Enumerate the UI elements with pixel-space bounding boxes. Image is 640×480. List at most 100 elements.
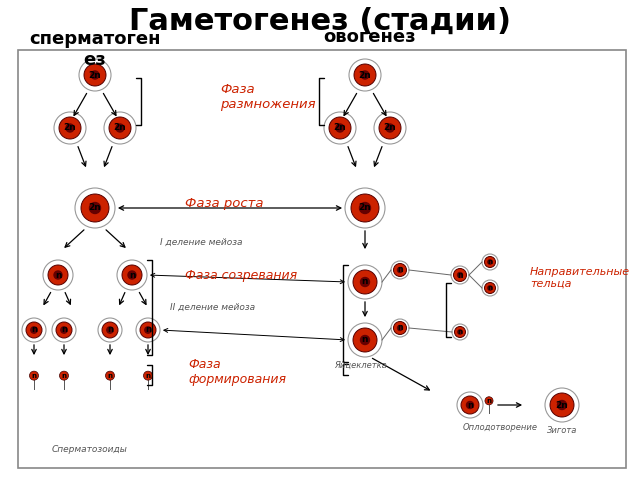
Circle shape (59, 117, 81, 139)
Text: Оплодотворение: Оплодотворение (463, 423, 538, 432)
Circle shape (484, 256, 495, 267)
Circle shape (361, 71, 369, 79)
Circle shape (397, 325, 403, 331)
Text: n: n (61, 325, 67, 335)
Text: n: n (362, 277, 368, 287)
Text: n: n (362, 336, 368, 345)
Circle shape (394, 322, 406, 335)
Circle shape (75, 188, 115, 228)
Circle shape (550, 393, 574, 417)
Text: n: n (31, 325, 37, 335)
Circle shape (482, 280, 498, 296)
Text: n: n (458, 329, 463, 335)
Circle shape (116, 124, 124, 132)
Text: 2n: 2n (358, 71, 371, 80)
Text: Фаза
формирования: Фаза формирования (188, 358, 286, 386)
Circle shape (84, 64, 106, 86)
Circle shape (461, 396, 479, 414)
Text: Гаметогенез (стадии): Гаметогенез (стадии) (129, 7, 511, 36)
Text: Фаза созревания: Фаза созревания (185, 268, 297, 281)
Circle shape (484, 283, 495, 293)
Circle shape (140, 322, 156, 338)
Circle shape (31, 327, 37, 333)
Text: n: n (488, 259, 493, 265)
Circle shape (79, 59, 111, 91)
Text: n: n (486, 398, 492, 404)
Text: n: n (397, 265, 403, 275)
Circle shape (145, 327, 151, 333)
Circle shape (136, 318, 160, 342)
Circle shape (485, 397, 493, 405)
Text: 2n: 2n (383, 123, 396, 132)
Circle shape (91, 71, 99, 79)
Text: овогенез: овогенез (324, 28, 416, 46)
Circle shape (104, 112, 136, 144)
Text: Фаза
размножения: Фаза размножения (220, 83, 316, 111)
Text: 2n: 2n (333, 123, 346, 132)
Circle shape (117, 260, 147, 290)
Text: 2n: 2n (358, 204, 371, 213)
Circle shape (452, 324, 468, 340)
Circle shape (482, 254, 498, 270)
Circle shape (454, 268, 467, 281)
Circle shape (458, 330, 462, 334)
Circle shape (488, 260, 492, 264)
Circle shape (56, 322, 72, 338)
Text: Направительные
тельца: Направительные тельца (530, 267, 630, 289)
Text: n: n (397, 324, 403, 333)
Circle shape (345, 188, 385, 228)
Circle shape (360, 336, 369, 345)
Circle shape (353, 328, 377, 352)
Text: сперматоген
ез: сперматоген ез (29, 30, 161, 69)
Text: n: n (145, 372, 150, 379)
Text: II деление мейоза: II деление мейоза (170, 302, 255, 312)
Text: I деление мейоза: I деление мейоза (160, 238, 243, 247)
Circle shape (391, 319, 409, 337)
Circle shape (122, 265, 142, 285)
Circle shape (348, 323, 382, 357)
Circle shape (60, 371, 68, 380)
Circle shape (43, 260, 73, 290)
Circle shape (54, 112, 86, 144)
Circle shape (143, 371, 152, 380)
Circle shape (545, 388, 579, 422)
Circle shape (329, 117, 351, 139)
Circle shape (102, 322, 118, 338)
Circle shape (379, 117, 401, 139)
Circle shape (391, 261, 409, 279)
Circle shape (348, 265, 382, 299)
Circle shape (467, 401, 474, 408)
Circle shape (107, 327, 113, 333)
Text: n: n (457, 271, 463, 279)
Circle shape (29, 371, 38, 380)
Text: n: n (129, 271, 135, 279)
Circle shape (81, 194, 109, 222)
Text: Зигота: Зигота (547, 426, 577, 435)
Circle shape (397, 267, 403, 273)
Text: n: n (107, 325, 113, 335)
Circle shape (454, 326, 465, 337)
Text: 2n: 2n (63, 123, 76, 132)
Circle shape (98, 318, 122, 342)
Circle shape (360, 203, 371, 214)
Circle shape (451, 266, 469, 284)
Circle shape (354, 64, 376, 86)
Circle shape (374, 112, 406, 144)
Circle shape (26, 322, 42, 338)
Circle shape (557, 400, 566, 409)
Text: n: n (61, 372, 67, 379)
Circle shape (128, 271, 136, 279)
Circle shape (458, 273, 463, 277)
FancyBboxPatch shape (18, 50, 626, 468)
Circle shape (457, 392, 483, 418)
Circle shape (61, 327, 67, 333)
Text: n: n (145, 325, 151, 335)
Text: n: n (488, 285, 493, 291)
Text: 2n: 2n (556, 400, 568, 409)
Circle shape (22, 318, 46, 342)
Circle shape (353, 270, 377, 294)
Text: 2n: 2n (88, 204, 101, 213)
Circle shape (106, 371, 115, 380)
Text: Яйцеклетка: Яйцеклетка (333, 361, 387, 370)
Text: n: n (55, 271, 61, 279)
